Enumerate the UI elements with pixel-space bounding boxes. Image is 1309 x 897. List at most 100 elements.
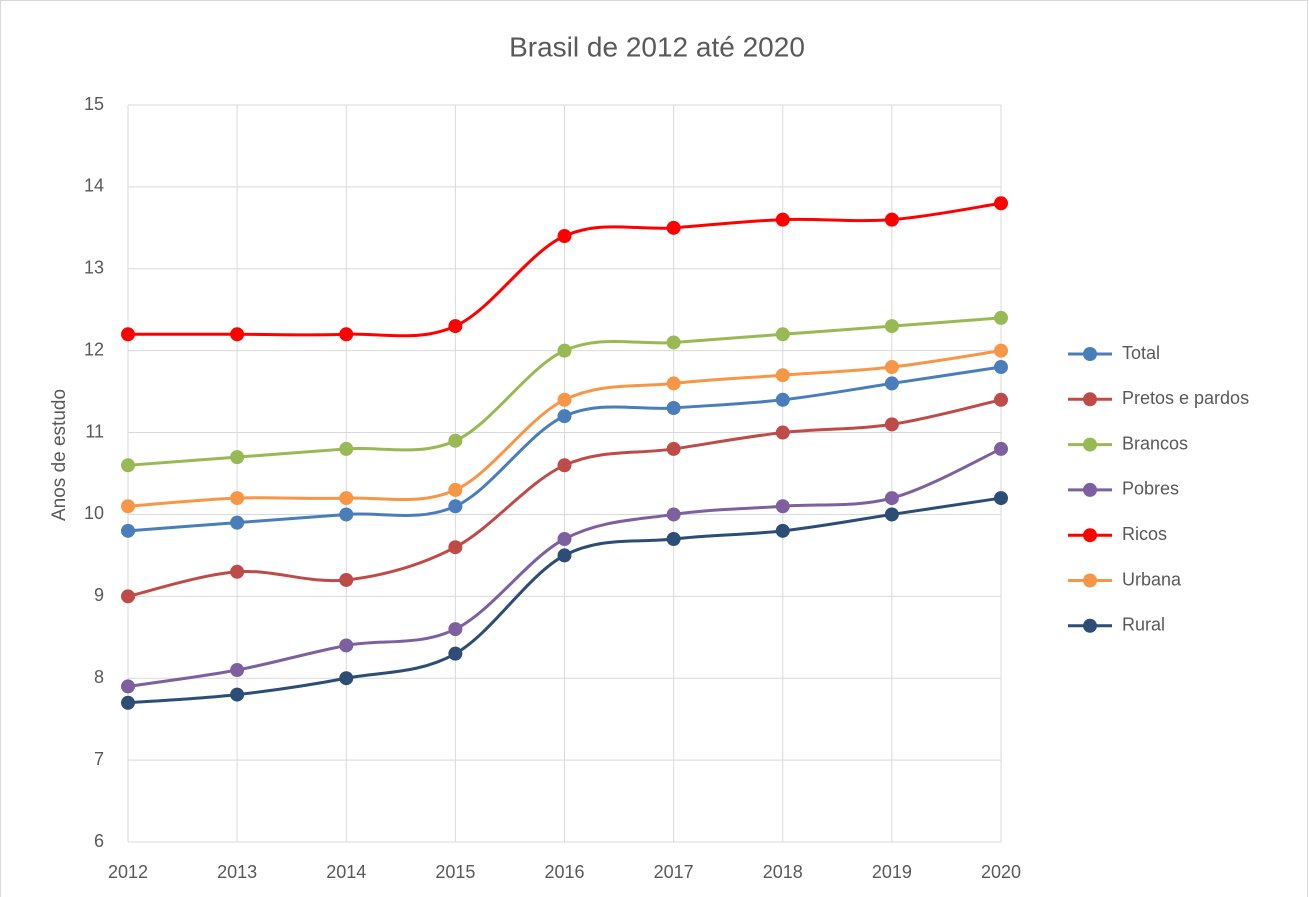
x-tick-label: 2016	[544, 862, 584, 882]
data-point	[884, 212, 899, 227]
legend-marker	[1083, 347, 1097, 361]
data-point	[775, 425, 790, 440]
legend-marker	[1083, 618, 1097, 633]
data-point	[121, 679, 135, 694]
data-point	[775, 523, 790, 538]
data-point	[666, 335, 681, 350]
data-point	[339, 327, 354, 342]
y-tick-label: 8	[94, 667, 104, 687]
data-point	[230, 327, 245, 342]
y-tick-label: 10	[84, 503, 104, 523]
data-point	[339, 491, 354, 506]
data-point	[775, 327, 790, 342]
x-tick-label: 2012	[108, 862, 148, 882]
legend-label: Pretos e pardos	[1122, 388, 1249, 408]
data-point	[994, 343, 1008, 358]
data-point	[666, 220, 681, 235]
y-tick-label: 14	[84, 176, 104, 196]
legend-marker	[1083, 528, 1097, 543]
data-point	[557, 229, 572, 244]
data-point	[448, 319, 463, 334]
y-tick-label: 9	[94, 585, 104, 605]
data-point	[775, 212, 790, 227]
x-tick-label: 2018	[763, 862, 803, 882]
data-point	[339, 572, 354, 587]
data-point	[230, 515, 245, 530]
data-point	[666, 441, 681, 456]
data-point	[557, 392, 572, 407]
legend-label: Pobres	[1122, 479, 1179, 499]
data-point	[448, 499, 463, 514]
data-point	[775, 392, 790, 407]
data-point	[121, 589, 135, 604]
data-point	[775, 499, 790, 514]
y-tick-label: 11	[85, 421, 104, 441]
data-point	[884, 507, 899, 522]
data-point	[448, 646, 463, 661]
data-point	[557, 532, 572, 547]
data-point	[557, 548, 572, 563]
data-point	[448, 622, 463, 637]
data-point	[666, 532, 681, 547]
legend-label: Ricos	[1122, 524, 1167, 544]
data-point	[121, 499, 135, 514]
y-tick-label: 7	[94, 749, 104, 769]
data-point	[121, 695, 135, 710]
data-point	[339, 441, 354, 456]
data-point	[884, 319, 899, 334]
data-point	[994, 441, 1008, 456]
legend-marker	[1083, 482, 1097, 497]
legend-marker	[1083, 392, 1097, 407]
data-point	[994, 392, 1008, 407]
x-tick-label: 2014	[326, 862, 366, 882]
data-point	[557, 343, 572, 358]
data-point	[339, 671, 354, 686]
data-point	[666, 400, 681, 415]
data-point	[339, 507, 354, 522]
data-point	[666, 376, 681, 391]
data-point	[230, 450, 245, 465]
data-point	[884, 360, 899, 375]
legend-label: Total	[1122, 343, 1160, 363]
data-point	[557, 409, 572, 424]
data-point	[884, 376, 899, 391]
x-tick-label: 2019	[872, 862, 912, 882]
data-point	[884, 491, 899, 506]
y-axis-label: Anos de estudo	[49, 389, 70, 521]
data-point	[230, 687, 245, 702]
legend-label: Rural	[1122, 615, 1165, 635]
data-point	[121, 523, 135, 538]
y-tick-label: 13	[84, 258, 104, 278]
data-point	[666, 507, 681, 522]
data-point	[121, 327, 135, 342]
x-tick-label: 2017	[654, 862, 694, 882]
data-point	[994, 360, 1008, 375]
data-point	[994, 491, 1008, 506]
x-tick-label: 2013	[217, 862, 257, 882]
y-tick-label: 6	[94, 831, 104, 851]
legend-marker	[1083, 437, 1097, 452]
legend-label: Urbana	[1122, 569, 1182, 589]
data-point	[121, 458, 135, 473]
data-point	[230, 491, 245, 506]
data-point	[994, 310, 1008, 325]
data-point	[339, 638, 354, 653]
data-point	[230, 663, 245, 678]
x-tick-label: 2015	[435, 862, 475, 882]
y-tick-label: 15	[84, 94, 104, 114]
data-point	[448, 433, 463, 448]
data-point	[994, 196, 1008, 211]
y-tick-label: 12	[84, 339, 104, 359]
x-tick-label: 2020	[981, 862, 1021, 882]
legend-marker	[1083, 573, 1097, 588]
data-point	[557, 458, 572, 473]
data-point	[448, 540, 463, 555]
data-point	[884, 417, 899, 432]
data-point	[775, 368, 790, 383]
data-point	[448, 482, 463, 497]
chart-title: Brasil de 2012 até 2020	[509, 31, 805, 62]
legend-label: Brancos	[1122, 433, 1188, 453]
data-point	[230, 564, 245, 579]
